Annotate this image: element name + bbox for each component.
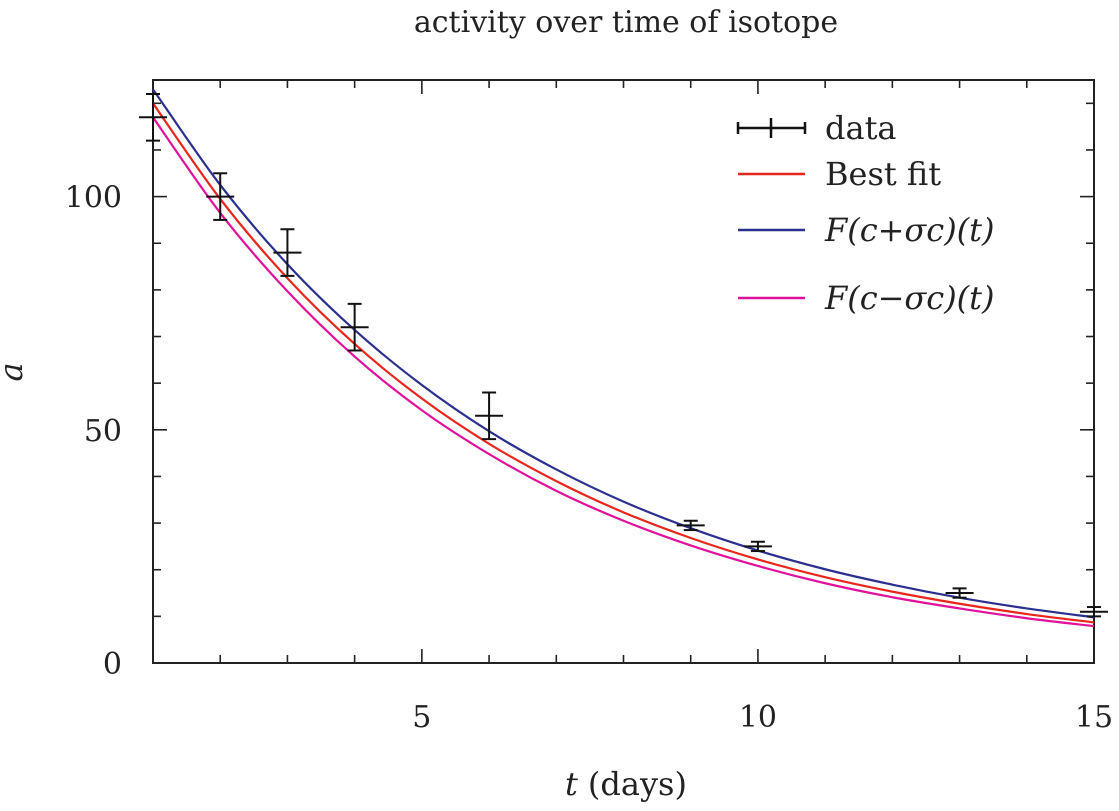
- data-point: [475, 391, 504, 441]
- data-point: [273, 228, 302, 277]
- data-point: [139, 92, 167, 142]
- y-axis-label: a: [0, 362, 30, 381]
- fit-curves: [152, 88, 1095, 628]
- data-points: [139, 92, 1108, 618]
- series-line-0: [152, 102, 1095, 624]
- legend-item-upper: F(c+σc)(t): [738, 211, 995, 249]
- data-point: [743, 540, 772, 553]
- data-point: [340, 302, 369, 352]
- legend-label-lower: F(c−σc)(t): [824, 279, 995, 317]
- y-tick-label: 0: [103, 647, 122, 682]
- data-point: [206, 172, 235, 221]
- data-point: [676, 519, 705, 532]
- series-line-1: [152, 88, 1095, 619]
- x-tick-label: 15: [1075, 700, 1113, 735]
- chart-title: activity over time of isotope: [414, 5, 838, 40]
- plot-frame: [152, 79, 1095, 664]
- x-axis-unit: (days): [588, 765, 687, 803]
- legend-item-best-fit: Best fit: [738, 155, 941, 193]
- data-point: [1080, 606, 1108, 618]
- legend-label-data: data: [825, 109, 897, 147]
- plot-area: 5 10 15 0 50 100: [65, 79, 1113, 735]
- legend-item-lower: F(c−σc)(t): [738, 279, 995, 317]
- axis-ticks: [152, 80, 1095, 664]
- tick-labels: 5 10 15 0 50 100: [65, 181, 1113, 735]
- y-tick-label: 50: [84, 414, 122, 449]
- series-line-2: [152, 116, 1095, 628]
- y-tick-label: 100: [65, 181, 122, 216]
- x-tick-label: 10: [739, 700, 777, 735]
- x-tick-label: 5: [412, 700, 431, 735]
- data-point: [945, 587, 974, 599]
- legend-label-upper: F(c+σc)(t): [824, 211, 995, 249]
- x-axis-variable: t: [565, 765, 578, 803]
- legend: data Best fit F(c+σc)(t) F(c−σc)(t): [736, 109, 995, 317]
- legend-label-best-fit: Best fit: [825, 155, 941, 193]
- x-axis-label: t (days): [565, 765, 687, 803]
- legend-item-data: data: [736, 109, 897, 147]
